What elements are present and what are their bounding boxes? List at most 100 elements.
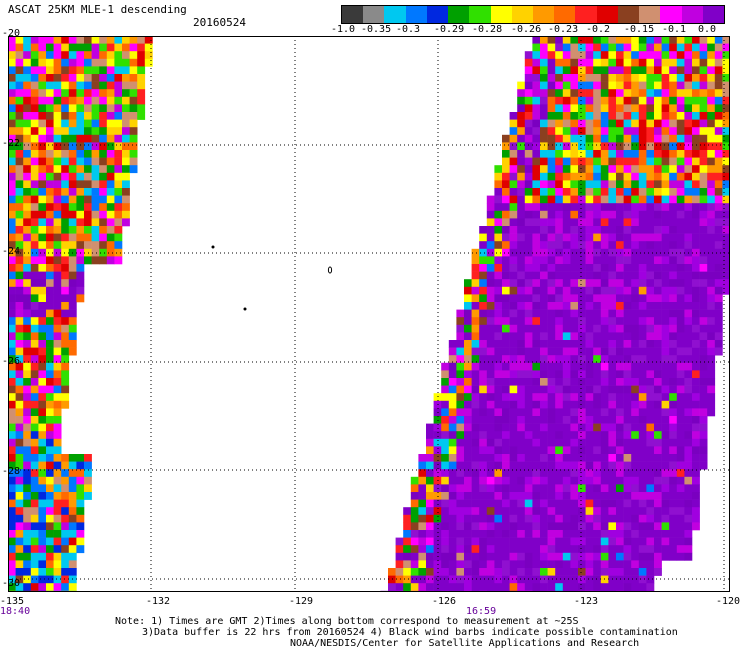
data-cell (593, 203, 602, 212)
data-cell (623, 172, 632, 181)
data-cell (608, 96, 617, 105)
data-cell (692, 294, 700, 303)
data-cell (699, 400, 708, 409)
data-cell (661, 112, 670, 120)
data-cell (23, 81, 32, 90)
data-cell (486, 210, 495, 219)
data-cell (623, 499, 632, 508)
data-cell (61, 560, 70, 569)
data-cell (494, 233, 503, 242)
data-cell (669, 36, 678, 44)
data-cell (669, 264, 678, 272)
data-cell (38, 317, 47, 326)
data-cell (646, 438, 655, 447)
data-cell (707, 150, 716, 158)
data-cell (91, 233, 100, 242)
data-cell (540, 112, 548, 120)
data-cell (593, 43, 602, 52)
data-cell (426, 492, 434, 500)
data-cell (517, 218, 526, 227)
data-cell (623, 431, 632, 440)
data-cell (68, 271, 77, 280)
data-cell (532, 58, 541, 67)
data-cell (433, 514, 442, 523)
data-cell (8, 104, 16, 113)
data-cell (15, 492, 24, 500)
data-cell (585, 400, 594, 409)
data-cell (600, 378, 609, 386)
data-cell (8, 446, 16, 455)
data-cell (8, 127, 16, 136)
data-cell (570, 545, 579, 554)
data-cell (114, 226, 123, 234)
data-cell (486, 256, 495, 265)
data-cell (661, 522, 670, 531)
data-cell (540, 218, 548, 227)
data-cell (555, 461, 564, 470)
data-cell (426, 530, 434, 538)
data-cell (403, 522, 412, 531)
data-cell (38, 385, 47, 394)
data-cell (623, 256, 632, 265)
data-cell (555, 74, 564, 82)
data-cell (707, 81, 716, 90)
data-cell (646, 560, 655, 569)
data-cell (53, 317, 62, 326)
data-cell (38, 583, 47, 592)
data-cell (532, 385, 541, 394)
data-cell (631, 180, 640, 189)
data-cell (8, 355, 16, 364)
data-cell (540, 248, 548, 257)
data-cell (509, 362, 518, 371)
data-cell (540, 393, 548, 402)
data-cell (570, 324, 579, 333)
data-cell (46, 172, 54, 181)
data-cell (509, 203, 518, 212)
data-cell (631, 355, 640, 364)
data-cell (38, 423, 47, 432)
data-cell (722, 157, 730, 166)
data-cell (53, 461, 62, 470)
data-cell (471, 583, 480, 592)
data-cell (555, 416, 564, 424)
data-cell (578, 264, 586, 272)
data-cell (38, 172, 47, 181)
data-cell (99, 256, 108, 265)
data-cell (23, 438, 32, 447)
data-cell (722, 241, 730, 250)
data-cell (426, 499, 434, 508)
data-cell (471, 317, 480, 326)
data-cell (669, 370, 678, 379)
data-cell (38, 454, 47, 462)
data-cell (562, 431, 571, 440)
data-cell (616, 43, 624, 52)
data-cell (8, 492, 16, 500)
data-cell (8, 66, 16, 75)
data-cell (517, 400, 526, 409)
data-cell (669, 514, 678, 523)
data-cell (623, 127, 632, 136)
data-cell (714, 309, 723, 318)
data-cell (46, 195, 54, 204)
data-cell (53, 423, 62, 432)
data-cell (46, 385, 54, 394)
data-cell (540, 514, 548, 523)
data-cell (494, 446, 503, 455)
data-cell (600, 286, 609, 295)
data-cell (562, 568, 571, 576)
data-cell (30, 370, 39, 379)
data-cell (38, 127, 47, 136)
data-cell (570, 104, 579, 113)
data-cell (722, 172, 730, 181)
data-cell (30, 188, 39, 196)
data-cell (129, 104, 138, 113)
data-cell (585, 81, 594, 90)
data-cell (593, 324, 602, 333)
data-cell (676, 408, 685, 417)
data-cell (53, 180, 62, 189)
data-cell (53, 43, 62, 52)
data-cell (61, 142, 70, 151)
data-cell (540, 332, 548, 341)
data-cell (517, 241, 526, 250)
data-cell (608, 431, 617, 440)
